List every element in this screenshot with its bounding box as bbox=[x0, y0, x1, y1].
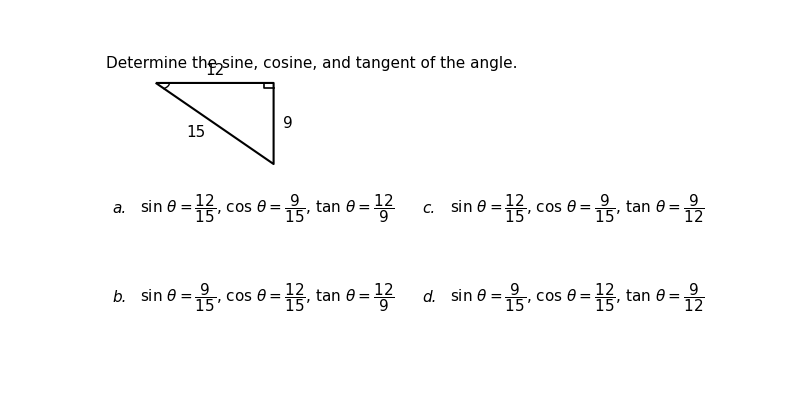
Text: c.: c. bbox=[422, 201, 436, 216]
Text: 12: 12 bbox=[205, 63, 224, 78]
Text: $\sin\,\theta=\dfrac{12}{15}$, $\cos\,\theta=\dfrac{9}{15}$, $\tan\,\theta=\dfra: $\sin\,\theta=\dfrac{12}{15}$, $\cos\,\t… bbox=[140, 192, 395, 225]
Text: $\sin\,\theta=\dfrac{12}{15}$, $\cos\,\theta=\dfrac{9}{15}$, $\tan\,\theta=\dfra: $\sin\,\theta=\dfrac{12}{15}$, $\cos\,\t… bbox=[450, 192, 706, 225]
Text: 15: 15 bbox=[186, 125, 206, 140]
Text: b.: b. bbox=[112, 290, 127, 305]
Text: a.: a. bbox=[112, 201, 126, 216]
Text: Determine the sine, cosine, and tangent of the angle.: Determine the sine, cosine, and tangent … bbox=[106, 56, 518, 71]
Text: 9: 9 bbox=[283, 116, 293, 131]
Text: $\sin\,\theta=\dfrac{9}{15}$, $\cos\,\theta=\dfrac{12}{15}$, $\tan\,\theta=\dfra: $\sin\,\theta=\dfrac{9}{15}$, $\cos\,\th… bbox=[140, 281, 395, 314]
Text: $\sin\,\theta=\dfrac{9}{15}$, $\cos\,\theta=\dfrac{12}{15}$, $\tan\,\theta=\dfra: $\sin\,\theta=\dfrac{9}{15}$, $\cos\,\th… bbox=[450, 281, 706, 314]
Text: d.: d. bbox=[422, 290, 437, 305]
